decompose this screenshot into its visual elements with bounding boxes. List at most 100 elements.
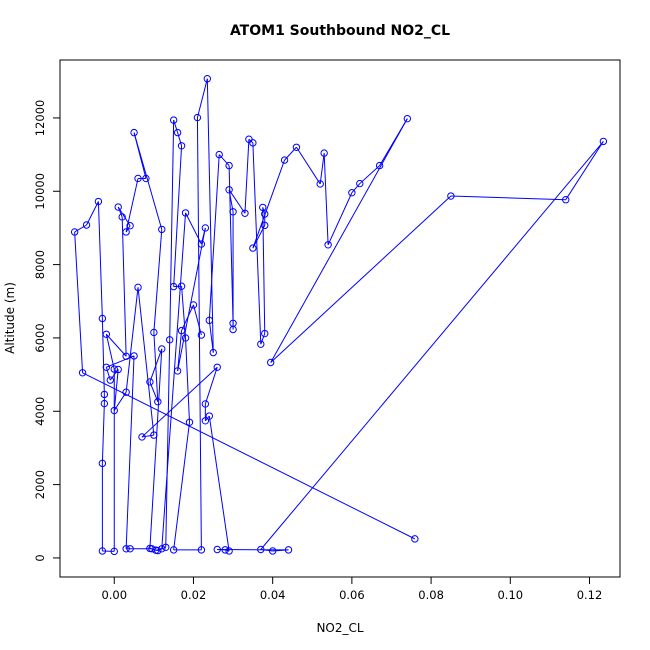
data-point xyxy=(154,398,162,406)
plot-frame xyxy=(59,59,621,578)
data-point xyxy=(173,128,182,137)
data-point xyxy=(292,143,301,151)
series-segment xyxy=(101,403,105,464)
series-layer xyxy=(70,75,608,556)
series-segment xyxy=(165,339,171,548)
data-point xyxy=(257,545,265,554)
series-segment xyxy=(252,159,286,249)
series-segment xyxy=(137,287,155,436)
data-point xyxy=(110,365,118,373)
data-point xyxy=(169,282,178,291)
data-point xyxy=(122,228,130,236)
data-point xyxy=(110,547,118,556)
data-point xyxy=(150,431,158,439)
y-tick-label: 12000 xyxy=(33,100,47,137)
series-segment xyxy=(204,367,218,405)
data-point xyxy=(197,240,206,248)
x-tick-label: 0.02 xyxy=(181,588,207,602)
series-segment xyxy=(141,434,154,438)
series-segment xyxy=(327,192,353,246)
series-segment xyxy=(252,142,262,345)
series-segment xyxy=(351,183,361,194)
series-segment xyxy=(173,119,179,133)
series-segment xyxy=(260,333,266,345)
series-segment xyxy=(105,334,115,370)
series-segment xyxy=(153,229,163,333)
data-point xyxy=(100,399,109,408)
y-tick-label: 2000 xyxy=(33,470,47,499)
series-segment xyxy=(228,189,246,214)
data-point xyxy=(118,213,126,221)
series-segment xyxy=(185,212,202,245)
data-point xyxy=(98,547,107,555)
y-axis: 0 2000 4000 6000 8000 10000 12000 xyxy=(33,100,61,562)
data-point xyxy=(280,156,289,164)
series-segment xyxy=(169,120,175,340)
series-segment xyxy=(208,154,220,321)
y-tick-label: 6000 xyxy=(33,323,47,352)
data-point xyxy=(197,546,206,554)
data-point xyxy=(205,316,214,325)
data-point xyxy=(100,390,109,399)
x-tick-label: 0.12 xyxy=(577,588,603,602)
data-point xyxy=(82,221,91,229)
data-point xyxy=(130,352,138,360)
series-segment xyxy=(244,139,250,214)
data-point xyxy=(320,149,328,157)
series-segment xyxy=(105,367,111,381)
data-point xyxy=(122,388,130,396)
data-point xyxy=(356,179,364,188)
series-segment xyxy=(113,369,119,411)
series-segment xyxy=(270,195,452,363)
data-point xyxy=(122,545,130,553)
data-point xyxy=(221,546,229,554)
series-segment xyxy=(125,355,135,549)
data-point xyxy=(249,139,257,147)
series-segment xyxy=(177,132,183,146)
data-point xyxy=(284,546,293,554)
series-segment xyxy=(218,154,230,166)
data-point xyxy=(98,459,107,468)
data-point xyxy=(181,334,190,342)
y-tick-label: 8000 xyxy=(33,250,47,279)
data-point xyxy=(205,412,214,420)
series-segment xyxy=(359,165,380,184)
data-point xyxy=(126,545,134,553)
data-point xyxy=(201,224,210,232)
series-segment xyxy=(196,117,202,550)
series-segment xyxy=(185,337,191,423)
data-point xyxy=(599,137,608,146)
series-segment xyxy=(270,118,408,363)
series-segment xyxy=(323,153,329,245)
data-point xyxy=(134,283,142,292)
data-point xyxy=(324,241,332,249)
series-segment xyxy=(82,372,416,540)
data-point xyxy=(114,203,122,211)
data-point xyxy=(169,116,178,124)
series-segment xyxy=(121,216,127,357)
data-point xyxy=(181,209,190,217)
data-point xyxy=(122,352,130,360)
data-point xyxy=(146,378,154,386)
data-point xyxy=(203,75,212,83)
data-point xyxy=(169,546,178,554)
x-tick-label: 0.08 xyxy=(418,588,444,602)
series-segment xyxy=(206,78,214,353)
data-point xyxy=(94,197,103,206)
series-segment xyxy=(173,422,191,550)
data-point xyxy=(261,329,269,338)
data-point xyxy=(126,222,134,230)
data-point xyxy=(229,208,237,216)
series-segment xyxy=(149,348,163,549)
data-point xyxy=(177,142,186,150)
data-point xyxy=(213,545,221,554)
series-segment xyxy=(177,330,183,371)
data-point xyxy=(130,128,138,137)
data-point xyxy=(259,203,267,212)
data-point xyxy=(268,547,277,555)
data-point xyxy=(209,348,217,357)
series-segment xyxy=(196,78,208,118)
data-point xyxy=(229,325,237,334)
data-point xyxy=(177,282,186,290)
data-point xyxy=(562,196,570,204)
